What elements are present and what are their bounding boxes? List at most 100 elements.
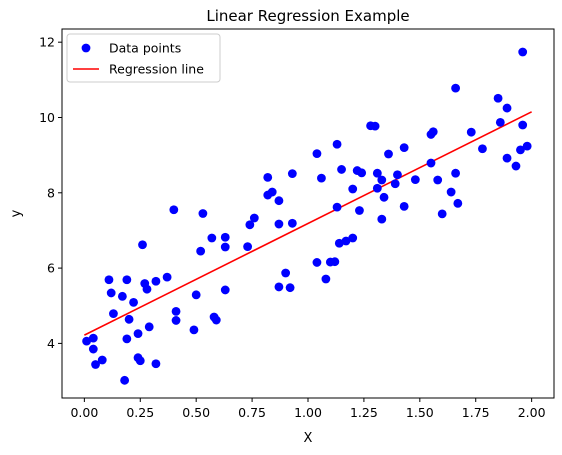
data-point	[162, 272, 172, 282]
legend-label-data-points: Data points	[109, 41, 181, 56]
data-point	[106, 288, 116, 298]
data-point	[274, 219, 284, 229]
x-tick-label: 1.00	[294, 405, 322, 420]
data-point	[332, 202, 342, 212]
data-point	[451, 168, 460, 178]
data-point	[82, 336, 91, 346]
data-point	[169, 205, 179, 215]
data-point	[399, 201, 409, 211]
data-point	[135, 356, 145, 366]
data-point	[337, 165, 346, 174]
data-point	[312, 149, 322, 159]
data-point	[502, 153, 512, 163]
x-tick-label: 1.50	[406, 405, 434, 420]
data-point	[379, 192, 389, 202]
x-tick-label: 0.00	[70, 405, 98, 420]
data-points-layer	[82, 47, 532, 385]
data-point	[410, 175, 420, 185]
data-point	[133, 329, 143, 339]
y-tick-label: 4	[47, 336, 55, 351]
y-tick-label: 10	[39, 110, 55, 125]
data-point	[151, 359, 161, 369]
data-point	[428, 127, 438, 137]
x-axis-label: X	[304, 431, 313, 446]
data-point	[243, 242, 253, 252]
x-tick-label: 0.25	[126, 405, 154, 420]
data-point	[124, 314, 134, 324]
data-point	[377, 214, 387, 224]
data-point	[117, 291, 127, 301]
regression-line	[84, 111, 532, 336]
data-point	[377, 175, 387, 185]
data-point	[138, 240, 147, 250]
data-point	[142, 284, 152, 294]
data-point	[104, 275, 114, 285]
data-point	[287, 218, 297, 228]
data-point	[120, 375, 130, 385]
y-tick-label: 12	[39, 35, 55, 50]
data-point	[287, 169, 297, 178]
y-tick-label: 6	[47, 261, 55, 276]
x-tick-label: 1.25	[350, 405, 378, 420]
data-point	[274, 196, 284, 206]
data-point	[317, 173, 326, 183]
legend-label-regression-line: Regression line	[109, 62, 204, 77]
data-point	[370, 121, 380, 131]
data-point	[263, 172, 273, 182]
data-point	[220, 242, 230, 252]
data-point	[191, 290, 201, 300]
data-point	[384, 149, 393, 159]
chart-title: Linear Regression Example	[206, 7, 409, 25]
data-point	[129, 297, 138, 307]
legend: Data points Regression line	[66, 33, 221, 83]
data-point	[109, 309, 118, 319]
data-point	[249, 213, 259, 223]
data-point	[518, 120, 528, 130]
data-point	[516, 145, 525, 155]
data-point	[97, 355, 107, 365]
data-point	[393, 170, 402, 180]
data-point	[518, 47, 528, 57]
x-tick-label: 0.75	[238, 405, 266, 420]
data-point	[330, 257, 340, 267]
data-point	[171, 306, 181, 316]
data-point	[88, 333, 98, 343]
data-point	[196, 246, 206, 256]
data-point	[433, 175, 443, 185]
data-point	[88, 344, 98, 354]
data-point	[144, 322, 154, 332]
data-point	[281, 268, 291, 278]
data-point	[453, 198, 463, 208]
data-point	[348, 233, 358, 243]
data-point	[478, 144, 487, 154]
data-point	[122, 275, 132, 285]
legend-box	[66, 33, 221, 83]
data-point	[466, 127, 476, 137]
data-point	[332, 139, 342, 149]
data-point	[502, 103, 512, 113]
data-point	[399, 143, 409, 153]
data-point	[151, 276, 161, 286]
data-point	[321, 274, 331, 284]
data-point	[372, 168, 382, 178]
data-point	[122, 334, 132, 344]
data-point	[91, 360, 100, 369]
data-point	[211, 315, 221, 325]
data-point	[390, 179, 400, 189]
data-point	[189, 325, 199, 335]
data-point	[171, 316, 181, 325]
plot-area	[82, 47, 532, 385]
x-tick-label: 1.75	[462, 405, 490, 420]
data-point	[334, 238, 344, 248]
axes-frame	[61, 28, 555, 399]
data-point	[274, 282, 284, 292]
data-point	[511, 161, 521, 171]
data-point	[437, 209, 447, 219]
data-point	[220, 232, 230, 242]
x-axis-ticks: 0.00 0.25 0.50 0.75 1.00 1.25 1.50 1.75 2.00	[70, 398, 546, 420]
data-point	[267, 187, 277, 197]
data-point	[245, 220, 255, 230]
y-axis-label: y	[9, 209, 24, 217]
data-point	[495, 117, 505, 127]
